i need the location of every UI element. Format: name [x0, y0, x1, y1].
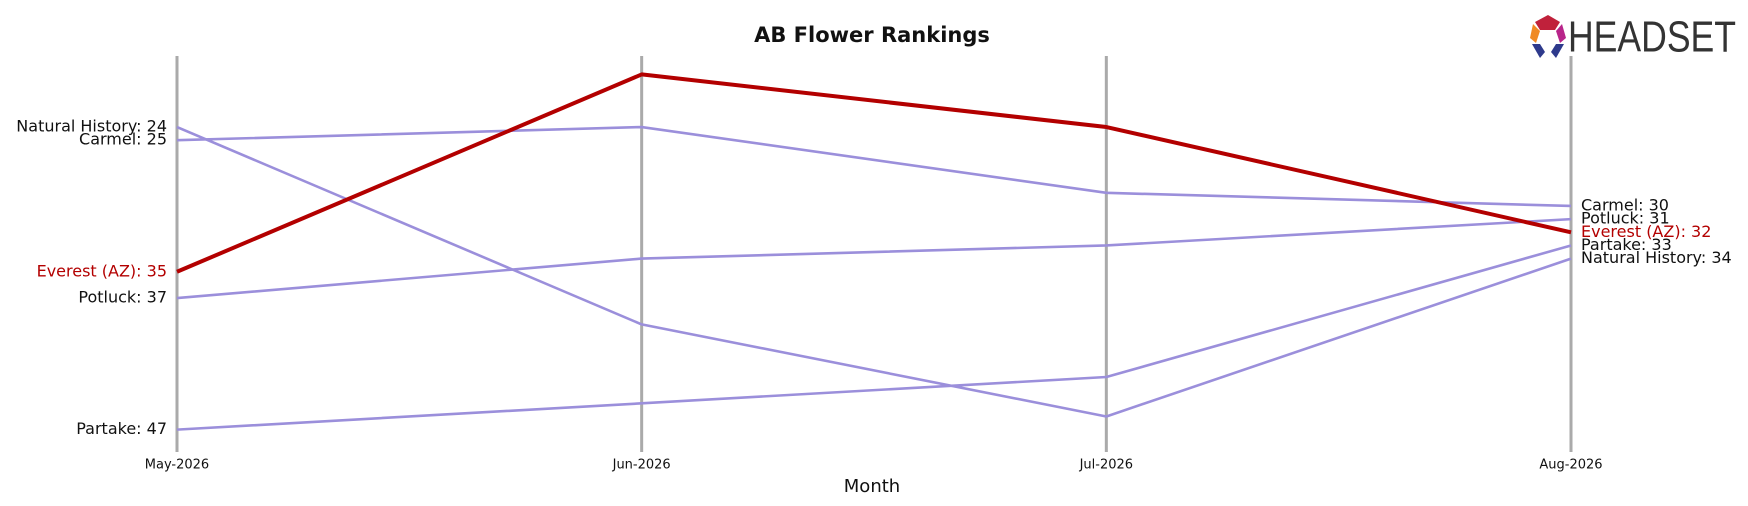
data-label: Partake: 33 — [1581, 235, 1672, 254]
data-label: Natural History: 24 — [16, 117, 167, 136]
data-label: Potluck: 31 — [1581, 209, 1670, 228]
x-tick-label: May-2026 — [145, 458, 209, 473]
series-line — [176, 72, 1572, 274]
series-line — [176, 244, 1572, 431]
data-label: Partake: 47 — [76, 419, 167, 438]
logo: HEADSET — [1530, 13, 1736, 62]
data-label: Natural History: 34 — [1581, 248, 1732, 267]
data-label: Everest (AZ): 32 — [1581, 222, 1711, 241]
data-label: Potluck: 37 — [78, 288, 167, 307]
x-tick-label: Jun-2026 — [612, 458, 671, 473]
series-line — [176, 125, 1572, 208]
data-label: Carmel: 30 — [1581, 195, 1669, 214]
logo-text: HEADSET — [1568, 13, 1736, 62]
series-line — [176, 125, 1572, 418]
logo-icon — [1535, 15, 1560, 30]
x-tick-label: Aug-2026 — [1539, 458, 1602, 473]
logo-icon — [1556, 24, 1566, 43]
chart-title: AB Flower Rankings — [754, 23, 990, 47]
data-label: Carmel: 25 — [79, 130, 167, 149]
series-line — [176, 217, 1572, 300]
x-axis-label: Month — [844, 476, 900, 497]
logo-icon — [1532, 44, 1545, 58]
data-label: Everest (AZ): 35 — [37, 261, 167, 280]
logo-icon — [1551, 44, 1564, 58]
logo-icon — [1530, 24, 1540, 43]
x-tick-label: Jul-2026 — [1079, 458, 1133, 473]
